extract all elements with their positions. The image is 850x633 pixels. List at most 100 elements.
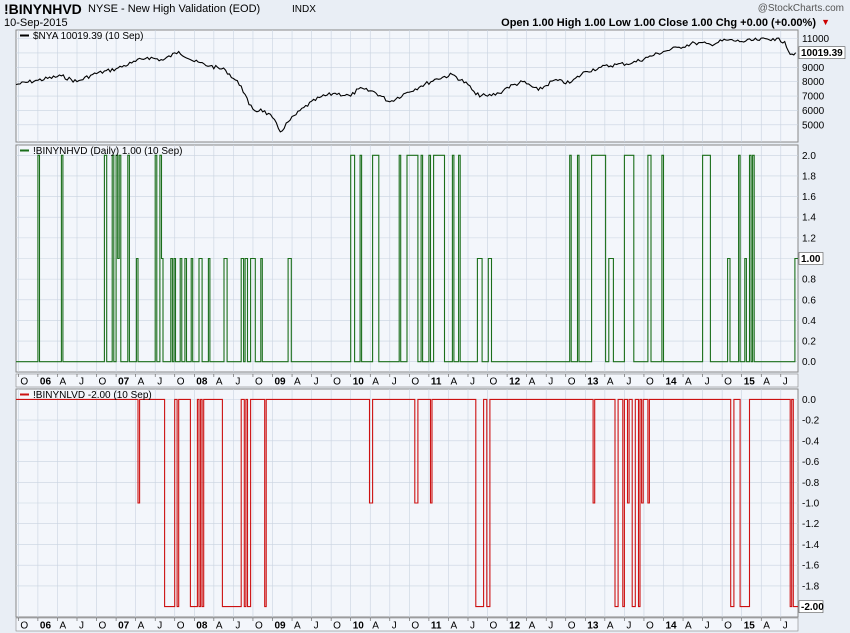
upper-x-label-10: A <box>216 377 223 388</box>
nlvd-ytick-label-1: -0.2 <box>802 416 820 427</box>
nlvd-last-value-badge <box>798 600 824 613</box>
nlvd-ytick-label-8: -1.6 <box>802 561 820 572</box>
nya-series-line <box>15 37 797 133</box>
symbol-description: NYSE - New High Validation (EOD) <box>88 3 261 15</box>
nlvd-ytick-label-4: -0.8 <box>802 478 820 489</box>
upper-x-label-28: O <box>568 377 576 388</box>
lower-x-label-27: J <box>548 621 553 632</box>
lower-x-label-11: J <box>235 621 240 632</box>
upper-x-label-34: A <box>685 377 692 388</box>
lower-x-label-3: J <box>79 621 84 632</box>
lower-x-label-0: O <box>20 621 28 632</box>
upper-x-label-1: 06 <box>40 377 52 388</box>
upper-x-label-20: O <box>411 377 419 388</box>
lower-x-label-9: 08 <box>196 621 208 632</box>
lower-x-label-10: A <box>216 621 223 632</box>
nhvd-ytick-label-2: 0.4 <box>802 316 816 327</box>
nlvd-ytick-label-7: -1.4 <box>802 540 820 551</box>
nya-legend-text: $NYA 10019.39 (10 Sep) <box>33 31 143 42</box>
upper-x-label-33: 14 <box>665 377 677 388</box>
lower-x-label-15: J <box>314 621 319 632</box>
upper-x-label-16: O <box>333 377 341 388</box>
nlvd-series-line <box>16 398 798 608</box>
lower-x-label-37: 15 <box>744 621 756 632</box>
lower-x-label-30: A <box>607 621 614 632</box>
upper-x-label-36: O <box>724 377 732 388</box>
lower-x-label-13: 09 <box>274 621 286 632</box>
nlvd-ytick-label-6: -1.2 <box>802 519 820 530</box>
quote-arrow-icon: ▼ <box>821 17 830 27</box>
nhvd-ytick-label-1: 0.2 <box>802 337 816 348</box>
upper-x-label-14: A <box>294 377 301 388</box>
upper-x-label-35: J <box>705 377 710 388</box>
lower-x-label-6: A <box>138 621 145 632</box>
upper-x-label-29: 13 <box>587 377 599 388</box>
nhvd-ytick-label-0: 0.0 <box>802 357 816 368</box>
upper-x-label-24: O <box>490 377 498 388</box>
nhvd-series-line <box>16 154 798 363</box>
upper-x-label-5: 07 <box>118 377 130 388</box>
upper-x-label-32: O <box>646 377 654 388</box>
upper-x-label-22: A <box>450 377 457 388</box>
watermark: @StockCharts.com <box>757 3 844 14</box>
upper-x-label-6: A <box>138 377 145 388</box>
nya-ytick-label-1: 6000 <box>802 106 825 117</box>
upper-x-label-7: J <box>157 377 162 388</box>
quote-line: Open 1.00 High 1.00 Low 1.00 Close 1.00 … <box>501 17 816 29</box>
nya-ytick-label-2: 7000 <box>802 92 825 103</box>
nya-last-value-label: 10019.39 <box>801 48 843 59</box>
upper-x-label-8: O <box>177 377 185 388</box>
lower-x-label-1: 06 <box>40 621 52 632</box>
upper-x-label-2: A <box>59 377 66 388</box>
lower-x-label-18: A <box>372 621 379 632</box>
nhvd-ytick-label-4: 0.8 <box>802 275 816 286</box>
upper-x-label-25: 12 <box>509 377 521 388</box>
nlvd-ytick-label-5: -1.0 <box>802 499 820 510</box>
nya-ytick-label-3: 8000 <box>802 77 825 88</box>
lower-x-label-20: O <box>411 621 419 632</box>
nya-ytick-label-6: 11000 <box>802 34 830 45</box>
lower-x-label-29: 13 <box>587 621 599 632</box>
nhvd-ytick-label-8: 1.6 <box>802 192 816 203</box>
lower-x-label-12: O <box>255 621 263 632</box>
upper-x-label-15: J <box>314 377 319 388</box>
upper-x-label-38: A <box>763 377 770 388</box>
lower-x-label-2: A <box>59 621 66 632</box>
upper-x-label-12: O <box>255 377 263 388</box>
lower-x-label-17: 10 <box>353 621 365 632</box>
nya-last-value-badge <box>798 46 846 59</box>
lower-x-axis-band <box>15 617 799 632</box>
nhvd-last-value-badge <box>798 252 824 265</box>
date-label: 10-Sep-2015 <box>4 17 68 29</box>
lower-x-label-34: A <box>685 621 692 632</box>
nlvd-ytick-label-2: -0.4 <box>802 436 820 447</box>
nya-ytick-label-4: 9000 <box>802 63 825 74</box>
nlvd-ytick-label-3: -0.6 <box>802 457 820 468</box>
upper-x-label-37: 15 <box>744 377 756 388</box>
upper-x-label-9: 08 <box>196 377 208 388</box>
upper-x-label-19: J <box>392 377 397 388</box>
nhvd-ytick-label-9: 1.8 <box>802 171 816 182</box>
upper-x-label-4: O <box>99 377 107 388</box>
lower-x-label-22: A <box>450 621 457 632</box>
lower-x-label-38: A <box>763 621 770 632</box>
lower-x-label-24: O <box>490 621 498 632</box>
lower-x-label-36: O <box>724 621 732 632</box>
nhvd-ytick-label-6: 1.2 <box>802 233 816 244</box>
lower-x-label-4: O <box>99 621 107 632</box>
lower-x-label-8: O <box>177 621 185 632</box>
lower-x-label-31: J <box>626 621 631 632</box>
nhvd-ytick-label-7: 1.4 <box>802 213 816 224</box>
upper-x-label-31: J <box>626 377 631 388</box>
nhvd-ytick-label-3: 0.6 <box>802 295 816 306</box>
nya-panel <box>15 29 799 143</box>
lower-x-label-14: A <box>294 621 301 632</box>
nhvd-last-value-label: 1.00 <box>801 254 821 265</box>
upper-x-label-17: 10 <box>353 377 365 388</box>
lower-x-label-39: J <box>783 621 788 632</box>
lower-x-label-33: 14 <box>665 621 677 632</box>
upper-x-label-0: O <box>20 377 28 388</box>
exchange-label: INDX <box>292 4 316 15</box>
